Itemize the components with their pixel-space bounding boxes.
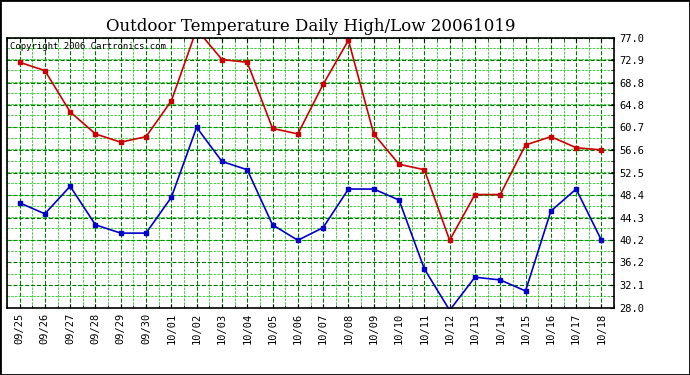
Text: Copyright 2006 Cartronics.com: Copyright 2006 Cartronics.com bbox=[10, 42, 166, 51]
Title: Outdoor Temperature Daily High/Low 20061019: Outdoor Temperature Daily High/Low 20061… bbox=[106, 18, 515, 34]
